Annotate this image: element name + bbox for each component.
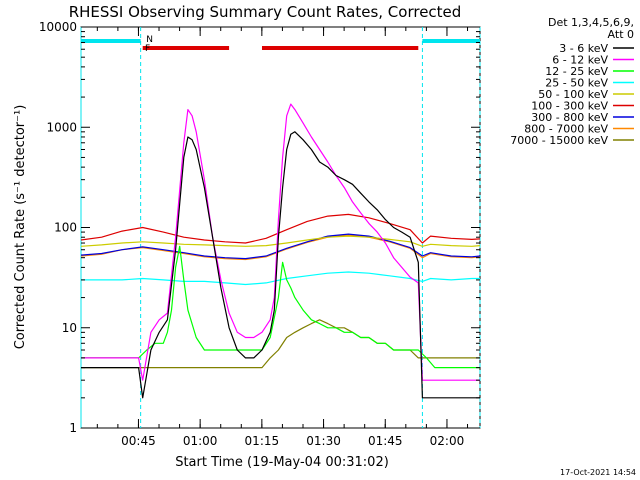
x-tick-label: 01:30 xyxy=(306,434,341,448)
x-tick-label: 01:45 xyxy=(368,434,403,448)
legend-label: 800 - 7000 keV xyxy=(524,123,608,136)
flag-bars: NF xyxy=(80,27,481,428)
x-tick-label: 02:00 xyxy=(430,434,465,448)
series-line-6-12-kev xyxy=(81,103,480,381)
legend-label: 6 - 12 keV xyxy=(552,54,608,67)
legend-label: 25 - 50 keV xyxy=(545,77,608,90)
series-line-3-6-kev xyxy=(81,131,480,399)
legend-label: 3 - 6 keV xyxy=(559,42,608,55)
series-line-12-25-kev xyxy=(81,245,480,369)
legend-label: 100 - 300 keV xyxy=(531,100,608,113)
y-tick-label: 10000 xyxy=(39,20,77,34)
legend-label: 12 - 25 keV xyxy=(545,65,608,78)
x-axis-label: Start Time (19-May-04 00:31:02) xyxy=(175,455,389,470)
night-flag-label: N xyxy=(146,35,153,45)
axes: 1 10 100 1000 10000 00:45 01:00 01:15 01:30 01:45… xyxy=(39,20,480,448)
x-tick-label: 00:45 xyxy=(121,434,156,448)
series-lines xyxy=(80,103,481,399)
legend-label: 7000 - 15000 keV xyxy=(510,134,608,147)
series-line-50-100-kev xyxy=(80,235,481,247)
timestamp: 17-Oct-2021 14:54 xyxy=(560,468,636,477)
legend-header-line2: Att 0 xyxy=(608,28,634,41)
series-line-100-300-kev xyxy=(80,213,481,244)
series-line-25-50-kev xyxy=(81,271,480,286)
series-line-800-7000-kev xyxy=(80,234,481,261)
series-line-300-800-kev xyxy=(80,233,481,260)
y-tick-label: 1 xyxy=(69,421,77,435)
chart-title: RHESSI Observing Summary Count Rates, Co… xyxy=(69,3,462,21)
y-tick-label: 10 xyxy=(62,321,77,335)
y-axis-label: Corrected Count Rate (s⁻¹ detector⁻¹) xyxy=(13,105,28,350)
flare-flag-label: F xyxy=(145,44,150,54)
legend-label: 300 - 800 keV xyxy=(531,111,608,124)
legend-header-line1: Det 1,3,4,5,6,9, xyxy=(548,16,634,29)
y-tick-label: 1000 xyxy=(46,120,77,134)
x-tick-label: 01:00 xyxy=(183,434,218,448)
legend-label: 50 - 100 keV xyxy=(538,88,608,101)
x-tick-label: 01:15 xyxy=(245,434,280,448)
y-tick-label: 100 xyxy=(54,221,77,235)
